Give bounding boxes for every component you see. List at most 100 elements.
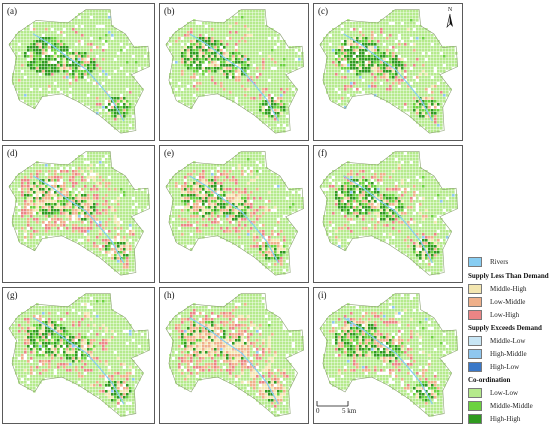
grid-cell	[268, 43, 271, 46]
grid-cell	[135, 58, 138, 61]
grid-cell	[33, 218, 36, 221]
grid-cell	[274, 82, 277, 85]
grid-cell	[42, 185, 45, 188]
grid-cell	[72, 67, 75, 70]
grid-cell	[431, 91, 434, 94]
grid-cell	[413, 61, 416, 64]
grid-cell	[75, 70, 78, 73]
grid-cell	[419, 100, 422, 103]
grid-cell	[75, 82, 78, 85]
grid-cell	[111, 245, 114, 248]
grid-cell	[126, 58, 129, 61]
grid-cell	[135, 88, 138, 91]
grid-cell	[33, 40, 36, 43]
grid-cell	[21, 61, 24, 64]
grid-cell	[87, 43, 90, 46]
grid-cell	[42, 170, 45, 173]
grid-cell	[90, 158, 93, 161]
grid-cell	[63, 173, 66, 176]
grid-cell	[256, 115, 259, 118]
grid-cell	[211, 76, 214, 79]
grid-cell	[57, 55, 60, 58]
grid-cell	[202, 61, 205, 64]
grid-cell	[425, 91, 428, 94]
grid-cell	[196, 173, 199, 176]
grid-cell	[380, 46, 383, 49]
grid-cell	[443, 82, 446, 85]
grid-cell	[338, 94, 341, 97]
grid-cell	[87, 230, 90, 233]
grid-cell	[27, 46, 30, 49]
grid-cell	[431, 40, 434, 43]
grid-cell	[190, 100, 193, 103]
grid-cell	[377, 61, 380, 64]
grid-cell	[422, 73, 425, 76]
grid-cell	[434, 88, 437, 91]
grid-cell	[93, 49, 96, 52]
grid-cell	[226, 40, 229, 43]
grid-cell	[268, 52, 271, 55]
grid-cell	[87, 179, 90, 182]
grid-cell	[114, 239, 117, 242]
grid-cell	[443, 52, 446, 55]
grid-cell	[416, 88, 419, 91]
grid-cell	[102, 37, 105, 40]
grid-cell	[45, 194, 48, 197]
grid-cell	[356, 79, 359, 82]
grid-cell	[48, 227, 51, 230]
grid-cell	[99, 206, 102, 209]
grid-cell	[114, 52, 117, 55]
grid-cell	[374, 28, 377, 31]
grid-cell	[410, 70, 413, 73]
grid-cell	[18, 94, 21, 97]
grid-cell	[232, 43, 235, 46]
grid-cell	[280, 76, 283, 79]
grid-cell	[365, 55, 368, 58]
grid-cell	[374, 37, 377, 40]
grid-cell	[256, 170, 259, 173]
grid-cell	[407, 13, 410, 16]
grid-cell	[90, 161, 93, 164]
grid-cell	[401, 58, 404, 61]
grid-cell	[21, 76, 24, 79]
grid-cell	[347, 37, 350, 40]
grid-cell	[48, 70, 51, 73]
grid-cell	[30, 239, 33, 242]
grid-cell	[96, 91, 99, 94]
grid-cell	[87, 64, 90, 67]
grid-cell	[353, 55, 356, 58]
grid-cell	[129, 52, 132, 55]
grid-cell	[338, 31, 341, 34]
grid-cell	[66, 227, 69, 230]
grid-cell	[190, 40, 193, 43]
grid-cell	[63, 58, 66, 61]
grid-cell	[380, 94, 383, 97]
grid-cell	[413, 19, 416, 22]
grid-cell	[75, 188, 78, 191]
grid-cell	[437, 121, 440, 124]
grid-cell	[75, 91, 78, 94]
grid-cell	[437, 91, 440, 94]
grid-cell	[220, 164, 223, 167]
grid-cell	[262, 121, 265, 124]
grid-cell	[123, 82, 126, 85]
grid-cell	[108, 260, 111, 263]
grid-cell	[132, 257, 135, 260]
grid-cell	[259, 70, 262, 73]
grid-cell	[78, 16, 81, 19]
grid-cell	[422, 106, 425, 109]
grid-cell	[60, 55, 63, 58]
grid-cell	[383, 28, 386, 31]
grid-cell	[280, 100, 283, 103]
grid-cell	[51, 25, 54, 28]
grid-cell	[431, 52, 434, 55]
grid-cell	[332, 37, 335, 40]
grid-cell	[48, 88, 51, 91]
grid-cell	[265, 167, 268, 170]
grid-cell	[395, 85, 398, 88]
grid-cell	[386, 34, 389, 37]
grid-cell	[21, 176, 24, 179]
grid-cell	[389, 58, 392, 61]
grid-cell	[280, 37, 283, 40]
grid-cell	[238, 49, 241, 52]
